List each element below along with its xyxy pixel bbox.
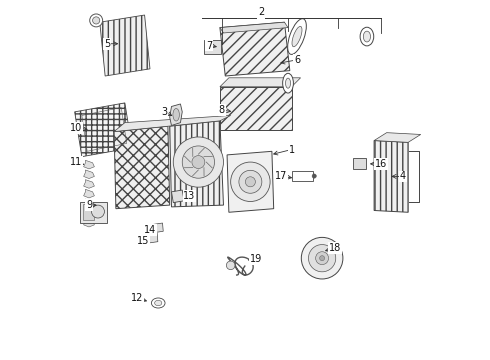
Text: 3: 3 bbox=[161, 107, 168, 117]
Polygon shape bbox=[84, 219, 95, 227]
Circle shape bbox=[316, 252, 329, 265]
Polygon shape bbox=[84, 160, 95, 169]
Text: 7: 7 bbox=[206, 41, 212, 50]
Polygon shape bbox=[220, 78, 300, 87]
Text: 12: 12 bbox=[131, 293, 144, 303]
Ellipse shape bbox=[286, 78, 291, 88]
Text: 2: 2 bbox=[258, 10, 264, 20]
Circle shape bbox=[245, 177, 255, 187]
Ellipse shape bbox=[151, 298, 165, 308]
Polygon shape bbox=[170, 121, 223, 207]
Polygon shape bbox=[84, 170, 95, 179]
Polygon shape bbox=[170, 104, 182, 126]
Circle shape bbox=[182, 146, 215, 178]
Text: 18: 18 bbox=[328, 243, 341, 253]
Ellipse shape bbox=[292, 26, 302, 47]
Polygon shape bbox=[100, 15, 150, 76]
Polygon shape bbox=[145, 233, 158, 243]
Ellipse shape bbox=[288, 19, 306, 54]
Bar bbox=[204, 40, 221, 54]
Ellipse shape bbox=[155, 300, 162, 306]
Circle shape bbox=[301, 237, 343, 279]
Text: 11: 11 bbox=[71, 157, 83, 167]
Text: 13: 13 bbox=[183, 191, 196, 201]
Bar bbox=[83, 204, 94, 220]
Text: 16: 16 bbox=[375, 159, 388, 169]
Bar bbox=[292, 171, 313, 181]
Text: 19: 19 bbox=[249, 254, 262, 264]
Circle shape bbox=[173, 137, 223, 187]
Polygon shape bbox=[114, 116, 231, 132]
Polygon shape bbox=[227, 151, 274, 212]
Polygon shape bbox=[84, 189, 95, 198]
Circle shape bbox=[226, 261, 235, 270]
Bar bbox=[353, 158, 366, 169]
Ellipse shape bbox=[173, 108, 179, 121]
Circle shape bbox=[93, 17, 100, 24]
Ellipse shape bbox=[360, 27, 374, 46]
Circle shape bbox=[312, 174, 317, 178]
Text: 8: 8 bbox=[219, 105, 225, 115]
Circle shape bbox=[231, 162, 270, 202]
Ellipse shape bbox=[283, 73, 294, 93]
Text: 10: 10 bbox=[71, 123, 83, 133]
Text: 1: 1 bbox=[289, 144, 294, 154]
Polygon shape bbox=[84, 199, 95, 208]
Bar bbox=[80, 202, 107, 223]
Circle shape bbox=[309, 244, 336, 272]
Circle shape bbox=[239, 170, 262, 193]
Text: 9: 9 bbox=[86, 200, 92, 210]
Polygon shape bbox=[220, 22, 290, 76]
Polygon shape bbox=[84, 180, 95, 188]
Polygon shape bbox=[74, 103, 132, 157]
Polygon shape bbox=[220, 22, 288, 33]
Text: 5: 5 bbox=[104, 39, 110, 49]
Polygon shape bbox=[374, 140, 408, 212]
Circle shape bbox=[319, 256, 324, 261]
Polygon shape bbox=[220, 87, 292, 130]
Polygon shape bbox=[374, 133, 421, 142]
Circle shape bbox=[192, 156, 205, 168]
Text: 15: 15 bbox=[137, 236, 149, 246]
Text: 2: 2 bbox=[258, 7, 264, 17]
Text: 6: 6 bbox=[294, 55, 300, 65]
Text: 17: 17 bbox=[275, 171, 287, 181]
Circle shape bbox=[90, 14, 102, 27]
Polygon shape bbox=[172, 190, 184, 203]
Polygon shape bbox=[150, 223, 163, 233]
Circle shape bbox=[92, 205, 104, 218]
Text: 4: 4 bbox=[400, 171, 406, 181]
Polygon shape bbox=[114, 126, 170, 209]
Polygon shape bbox=[84, 209, 95, 217]
Ellipse shape bbox=[364, 31, 370, 42]
Text: 14: 14 bbox=[144, 225, 156, 235]
